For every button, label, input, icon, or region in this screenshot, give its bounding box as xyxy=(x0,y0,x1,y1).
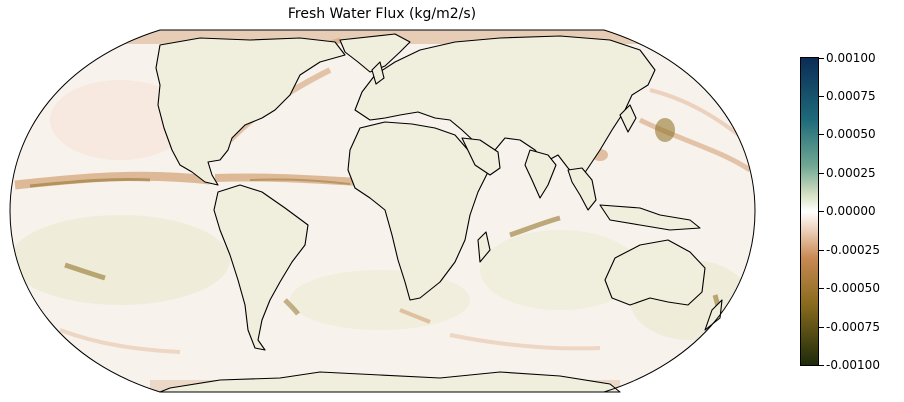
colorbar-tick-label: 0.00075 xyxy=(826,89,876,103)
india xyxy=(524,149,557,199)
continents xyxy=(155,33,723,393)
british-isles xyxy=(371,61,385,85)
arabia xyxy=(461,137,501,176)
colorbar-tick-label: -0.00025 xyxy=(826,243,880,257)
southeast-asia xyxy=(567,167,597,211)
colorbar-tick-label: 0.00025 xyxy=(826,166,876,180)
colorbar-tick-label: -0.00075 xyxy=(826,320,880,334)
colorbar-tick-label: 0.00050 xyxy=(826,127,876,141)
colorbar-tick-label: 0.00100 xyxy=(826,51,876,65)
colorbar-tick-label: -0.00100 xyxy=(826,358,880,372)
map-title: Fresh Water Flux (kg/m2/s) xyxy=(287,6,477,22)
new-zealand xyxy=(704,299,723,331)
south-america xyxy=(213,184,309,351)
madagascar xyxy=(477,231,491,263)
japan xyxy=(619,104,637,133)
north-america xyxy=(155,37,346,186)
map-boundary xyxy=(9,29,756,393)
indonesia xyxy=(599,204,701,231)
colorbar xyxy=(800,57,819,366)
greenland xyxy=(339,33,411,73)
colorbar-tick-label: 0.00000 xyxy=(826,204,876,218)
africa xyxy=(347,121,489,301)
colorbar-tick-label: -0.00050 xyxy=(826,281,880,295)
australia xyxy=(604,239,706,306)
